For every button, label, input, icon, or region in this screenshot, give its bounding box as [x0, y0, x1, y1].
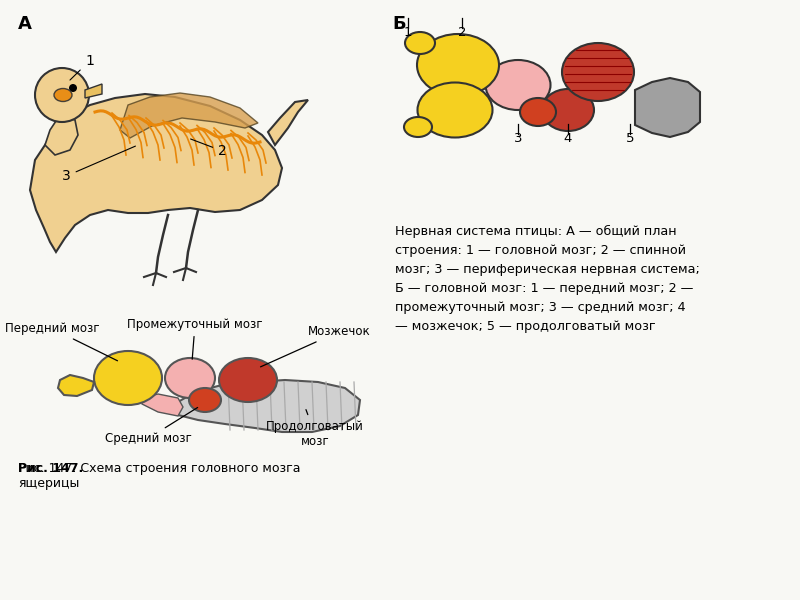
- Text: 3: 3: [62, 146, 135, 183]
- Text: Рис. 147.: Рис. 147.: [18, 462, 83, 475]
- Ellipse shape: [520, 98, 556, 126]
- Polygon shape: [85, 84, 102, 98]
- Polygon shape: [30, 94, 282, 252]
- Text: Нервная система птицы: А — общий план
строения: 1 — головной мозг; 2 — спинной
м: Нервная система птицы: А — общий план ст…: [395, 225, 700, 333]
- Ellipse shape: [562, 43, 634, 101]
- Polygon shape: [268, 100, 308, 145]
- Text: 1: 1: [70, 54, 94, 80]
- Circle shape: [35, 68, 89, 122]
- Ellipse shape: [54, 88, 72, 101]
- Ellipse shape: [189, 388, 221, 412]
- Text: Продолговатый
мозг: Продолговатый мозг: [266, 410, 364, 448]
- Polygon shape: [170, 380, 360, 432]
- Polygon shape: [635, 78, 700, 137]
- Text: Передний мозг: Передний мозг: [5, 322, 118, 361]
- Text: 1: 1: [404, 25, 412, 38]
- Text: 4: 4: [564, 131, 572, 145]
- Ellipse shape: [165, 358, 215, 398]
- Text: 3: 3: [514, 131, 522, 145]
- Circle shape: [69, 84, 77, 92]
- Text: Рис. 147. Схема строения головного мозга
ящерицы: Рис. 147. Схема строения головного мозга…: [18, 462, 301, 490]
- Text: Мозжечок: Мозжечок: [261, 325, 370, 367]
- Ellipse shape: [94, 351, 162, 405]
- Text: 2: 2: [458, 25, 466, 38]
- Ellipse shape: [418, 82, 493, 137]
- Text: А: А: [18, 15, 32, 33]
- Ellipse shape: [219, 358, 277, 402]
- Ellipse shape: [417, 34, 499, 96]
- Ellipse shape: [542, 89, 594, 131]
- Text: Средний мозг: Средний мозг: [105, 407, 198, 445]
- Text: Б: Б: [392, 15, 406, 33]
- Ellipse shape: [486, 60, 550, 110]
- Text: 2: 2: [190, 139, 226, 158]
- Polygon shape: [58, 375, 94, 396]
- Ellipse shape: [405, 32, 435, 54]
- Text: Промежуточный мозг: Промежуточный мозг: [127, 318, 262, 359]
- Polygon shape: [142, 394, 183, 416]
- Text: 5: 5: [626, 131, 634, 145]
- Polygon shape: [120, 93, 258, 138]
- Polygon shape: [45, 115, 78, 155]
- Ellipse shape: [404, 117, 432, 137]
